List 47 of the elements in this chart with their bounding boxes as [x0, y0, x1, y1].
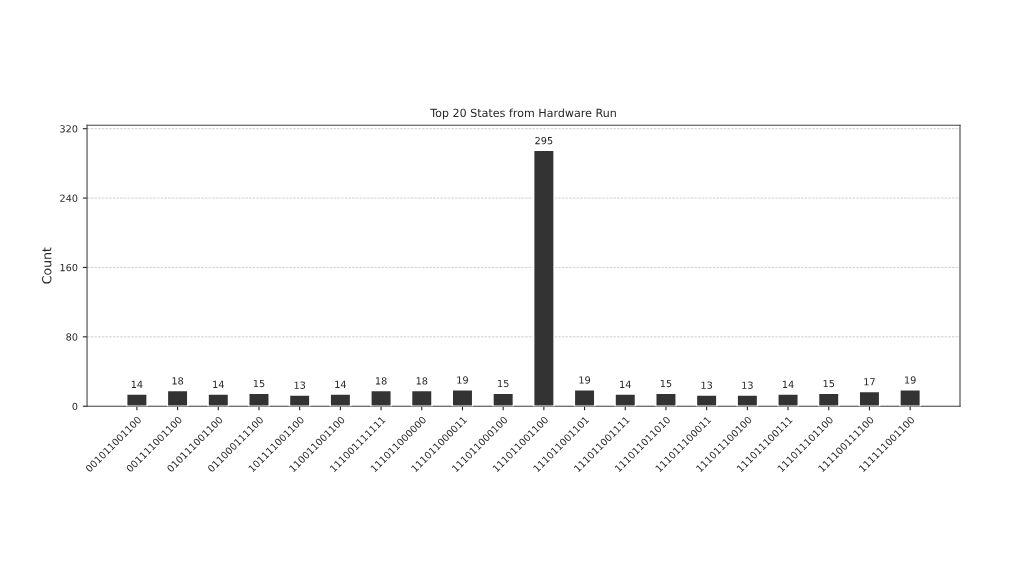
y-tick-label: 320 — [60, 125, 78, 133]
data-label: 19 — [457, 376, 468, 384]
data-label: 15 — [823, 379, 835, 388]
bar — [410, 389, 433, 407]
bar — [655, 392, 677, 407]
data-label: 18 — [172, 377, 184, 385]
data-label: 17 — [864, 378, 875, 386]
data-label: 14 — [213, 380, 224, 388]
data-label: 18 — [375, 377, 387, 385]
bar — [451, 389, 474, 407]
bar — [126, 393, 148, 407]
bar — [329, 393, 352, 407]
bar — [492, 392, 515, 407]
chart-title: Top 20 States from Hardware Run — [430, 108, 616, 120]
data-label: 18 — [416, 377, 428, 385]
data-label: 19 — [905, 376, 916, 384]
data-label: 13 — [294, 381, 306, 389]
y-tick-label: 80 — [66, 333, 78, 341]
data-label: 15 — [498, 379, 509, 388]
data-label: 19 — [579, 376, 591, 384]
y-tick-label: 160 — [60, 263, 78, 272]
bar — [817, 392, 840, 407]
bar — [573, 389, 596, 407]
data-label: 295 — [535, 136, 553, 145]
data-label: 14 — [620, 380, 631, 388]
bar — [207, 393, 230, 407]
data-label: 13 — [701, 381, 713, 389]
data-label: 14 — [335, 380, 347, 388]
bar — [695, 394, 718, 407]
y-axis-title: Count — [42, 247, 52, 284]
data-label: 15 — [660, 379, 672, 388]
bar — [858, 390, 881, 407]
data-label: 14 — [782, 380, 794, 388]
bar — [614, 393, 637, 407]
bar — [532, 149, 555, 407]
bar — [248, 392, 270, 407]
bar — [166, 389, 189, 407]
y-tick-label: 240 — [60, 194, 78, 202]
data-label: 13 — [742, 381, 753, 389]
y-tick-label: 0 — [72, 402, 78, 411]
data-label: 14 — [131, 380, 143, 388]
bar — [777, 393, 799, 407]
bar — [899, 389, 922, 407]
bar — [370, 389, 392, 407]
bar — [736, 394, 759, 407]
data-label: 15 — [253, 379, 265, 388]
bar — [288, 394, 311, 407]
